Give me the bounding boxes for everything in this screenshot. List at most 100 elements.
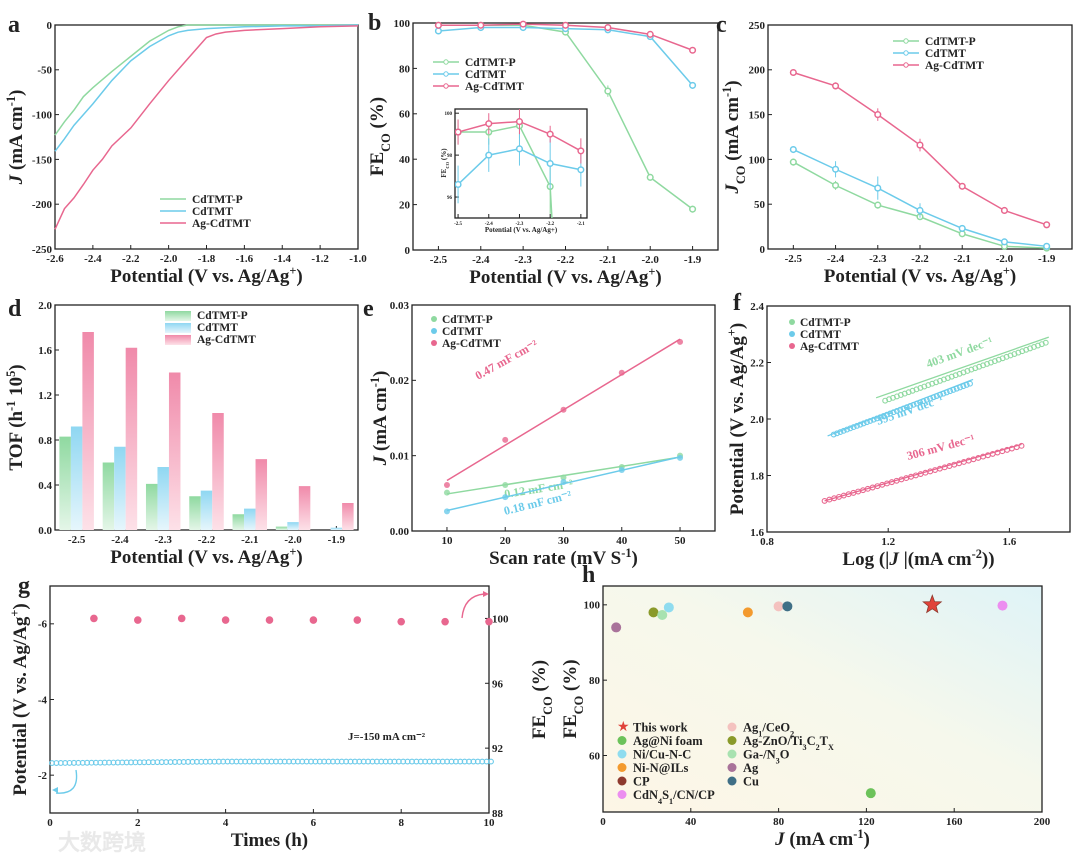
bar-CdTMT [200,490,213,530]
bar-Ag-CdTMT [255,459,268,530]
x-tick-label: 0.8 [760,536,774,548]
x-tick-label: -2.5 [68,534,86,546]
y-axis-title-part: + [725,329,739,336]
panel-label: h [582,562,595,588]
legend-label: CdTMT-P [442,314,493,326]
y-tick-label: 0.8 [38,435,52,447]
fe-point [309,616,318,624]
x-tick-label: 160 [946,816,963,828]
fe-point [134,616,142,624]
legend-label: Cu [743,775,759,789]
x-tick-label: -1.0 [349,253,367,265]
inset-chart: -2.5 -2.4 -2.3 -2.2 -2.1 96 98 100 Potential (V … [440,108,588,745]
legend-label-part: Ag [743,761,759,775]
legend-label: Ag-ZnO/Ti3C2TX [743,734,834,752]
legend-label-part: 1 [669,797,673,806]
legend-label: Ag-CdTMT [465,81,524,93]
data-point [832,165,840,173]
y-axis-title: J (mA cm-1) [4,90,27,186]
y2-axis-title: FECO (%) [529,660,555,739]
y-tick-label: 100 [394,18,411,30]
data-point [958,224,966,232]
legend-label: CdTMT-P [925,36,976,48]
y-tick-label: -150 [32,154,53,166]
legend-marker [789,331,795,337]
y-axis-title-part: FE [560,714,581,738]
x-axis-title: Times (h) [231,830,308,851]
bar-CdTMT [244,508,256,530]
legend-label-part: 2 [790,729,794,738]
panel-a: a -2.6 -2.4 -2.2 -2.0 -1.8 -1.6 -1.4 -1.2 -1.0 -25… [4,12,367,287]
bar-CdTMT [330,527,343,530]
y-axis-title-part: -1 [4,96,18,106]
bar-Ag-CdTMT [342,503,354,530]
x-axis-title-part: Times (h) [231,830,308,851]
left-axis-arrowhead-icon [52,787,58,793]
scatter-point-Ga-/N3O [657,610,668,621]
panel-e: e 10 20 30 40 50 0.00 0.01 0.02 0.03 Scan rate (mV… [363,296,716,569]
y-axis-title-part: CO [734,166,748,185]
y-axis-title-part: J [6,174,27,185]
y-axis-title-part: ) [6,364,27,370]
x-tick-label: -2.5 [454,222,462,227]
x-tick-label: -2.4 [485,222,493,227]
x-tick-label: 80 [773,816,785,828]
data-point [515,145,524,153]
y-tick-label: 0 [47,20,53,32]
x-axis-title: Potential (V vs. Ag/Ag+) [110,264,302,287]
x-tick-label: -1.6 [236,253,254,265]
legend-label-part: /CN/CP [672,788,715,802]
legend-marker [617,776,627,786]
x-tick-label: -2.2 [546,222,554,227]
x-axis-title-part: Scan rate (mV S [489,548,621,569]
y-axis-title-part: -1 [4,401,18,411]
panel-label: a [8,12,20,38]
panel-d: d -2.5 -2.4 -2.3 -2.2 -2.1 -2.0 -1.9 0.0 0.4 0.8 1.… [4,296,359,568]
y-tick-label: 20 [399,199,411,211]
legend-marker [789,319,795,325]
bar-CdTMT-P [145,483,158,530]
y-axis-title-part: ) [6,90,27,96]
bar-Ag-CdTMT [212,413,224,530]
y-axis-title-part: ) [10,603,31,609]
bar-CdTMT-P [232,514,245,530]
legend-label-part: 2 [816,743,820,752]
y-tick-label: -2 [38,770,48,782]
data-point [689,205,697,213]
data-point [789,68,797,77]
scatter-point-CdN4S1/CN/CP [997,600,1008,611]
legend-label: CP [633,775,650,789]
data-point [578,739,584,745]
legend-label: Ga-/N3O [743,748,790,766]
y-tick-label: 50 [754,199,766,211]
inset-y-axis-title-part: FE [440,168,448,177]
data-point [560,479,567,486]
y2-axis-title-part: CO [541,696,555,715]
legend-marker [443,83,449,89]
legend-label-part: X [828,743,834,752]
x-tick-label: -2.0 [284,534,302,546]
legend-marker [617,790,627,799]
x-axis-title-part: )) [982,549,995,570]
panel-f: f 0.8 1.2 1.6 1.6 1.8 2.0 2.2 2.4 Log (|J |(mA cm… [725,290,1071,570]
y2-tick-label: 100 [492,613,509,625]
y-tick-label: 0 [760,244,766,256]
bar-Ag-CdTMT [82,332,94,530]
data-point [443,482,450,489]
legend-label-part: This work [633,721,688,735]
panel-label: d [8,296,22,322]
data-point [646,173,654,181]
y-axis-title-part: -1 [368,377,382,387]
fe-point [177,614,186,623]
x-tick-label: 6 [311,817,317,829]
y-tick-label: 250 [749,20,766,32]
y-tick-label: -6 [38,619,48,631]
data-point [477,21,485,29]
x-tick-label: -2.5 [785,253,803,265]
x-axis-title-part: ) [632,548,638,569]
y-tick-label: -250 [32,244,53,256]
x-tick-label: 120 [858,816,875,828]
inset-y-axis-title: FECO (%) [440,148,450,178]
y-tick-label: 1.6 [38,345,52,357]
x-axis-title-part: ) [296,266,302,287]
